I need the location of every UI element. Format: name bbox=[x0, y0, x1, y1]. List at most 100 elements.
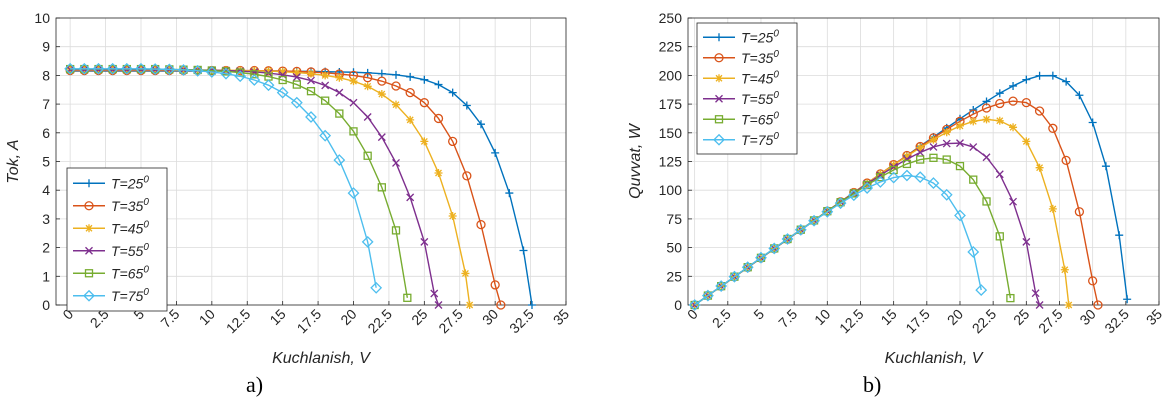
data-point bbox=[823, 207, 832, 216]
data-point bbox=[461, 269, 470, 278]
legend-item: T=250 bbox=[73, 174, 149, 191]
data-point bbox=[448, 212, 457, 221]
data-point bbox=[250, 70, 259, 79]
legend-label: T=250 bbox=[111, 174, 149, 191]
data-point bbox=[969, 117, 978, 126]
x-axis-label: Kuchlanish, V bbox=[272, 350, 371, 367]
data-point bbox=[349, 77, 358, 86]
data-point bbox=[321, 81, 330, 90]
series-line bbox=[694, 174, 982, 306]
legend-marker bbox=[83, 289, 95, 302]
data-point bbox=[465, 301, 474, 309]
x-tick-label: 30 bbox=[1076, 306, 1098, 328]
data-point bbox=[234, 70, 247, 83]
legend-label-base: T=35 bbox=[111, 198, 144, 214]
data-point bbox=[995, 89, 1004, 98]
data-point bbox=[177, 64, 190, 76]
data-point bbox=[363, 73, 373, 83]
data-point bbox=[377, 133, 386, 142]
data-point bbox=[834, 197, 847, 210]
caption-b: b) bbox=[863, 372, 882, 397]
x-tick-label: 7.5 bbox=[775, 306, 800, 331]
data-point bbox=[528, 301, 536, 309]
data-point bbox=[406, 115, 415, 124]
data-point bbox=[1034, 106, 1045, 116]
legend-label-base: T=65 bbox=[741, 111, 774, 127]
x-tick-label: 35 bbox=[1143, 306, 1165, 328]
data-point bbox=[929, 135, 938, 144]
data-point bbox=[377, 69, 386, 78]
data-point bbox=[781, 233, 794, 245]
y-tick-label: 25 bbox=[666, 268, 682, 284]
x-tick-label: 20 bbox=[337, 306, 359, 328]
data-point bbox=[902, 155, 911, 164]
data-point bbox=[916, 148, 925, 157]
data-point bbox=[307, 76, 315, 85]
data-point bbox=[1035, 301, 1044, 309]
legend-item: T=350 bbox=[703, 49, 779, 66]
legend-label-base: T=75 bbox=[111, 288, 144, 304]
data-point bbox=[1021, 97, 1031, 108]
data-point bbox=[403, 293, 412, 302]
data-point bbox=[305, 111, 317, 123]
legend-marker bbox=[714, 115, 724, 124]
data-point bbox=[1009, 123, 1018, 132]
data-point bbox=[876, 172, 885, 182]
y-tick-label: 0 bbox=[674, 297, 682, 313]
data-point bbox=[419, 98, 429, 108]
data-point bbox=[462, 101, 471, 110]
data-point bbox=[1048, 204, 1057, 213]
data-point bbox=[377, 76, 387, 86]
legend-label-base: T=55 bbox=[111, 243, 144, 259]
data-point bbox=[391, 81, 401, 91]
legend-item: T=450 bbox=[703, 69, 779, 86]
data-point bbox=[715, 280, 728, 292]
x-tick-label: 25 bbox=[1010, 306, 1032, 328]
legend-label-sup: 0 bbox=[773, 69, 779, 80]
data-point bbox=[929, 142, 938, 151]
data-point bbox=[955, 161, 965, 171]
y-tick-label: 10 bbox=[34, 10, 50, 26]
legend-label-base: T=25 bbox=[741, 29, 774, 45]
data-point bbox=[861, 182, 874, 194]
data-point bbox=[916, 143, 925, 152]
data-point bbox=[335, 73, 344, 82]
data-point bbox=[349, 127, 358, 136]
data-point bbox=[321, 96, 330, 105]
data-point bbox=[728, 270, 741, 283]
y-tick-label: 8 bbox=[42, 67, 50, 83]
legend-label-sup: 0 bbox=[143, 242, 149, 253]
data-point bbox=[956, 139, 964, 148]
chart-panel-a: 0 1 2 3 4 5 6 7 8 9 10 0 2.5 5 7.5 10 12.5 15 17.5 20 22.5 25… bbox=[0, 0, 580, 401]
legend-label: T=550 bbox=[741, 90, 779, 107]
data-point bbox=[809, 216, 819, 225]
legend-box bbox=[66, 167, 168, 312]
data-point bbox=[1075, 91, 1084, 100]
data-point bbox=[135, 62, 147, 75]
data-point bbox=[889, 165, 898, 175]
chart-panel-b: 0 25 50 75 100 125 150 175 200 225 250 0 2.5 5 7.5 10 12… bbox=[585, 0, 1173, 401]
data-point bbox=[448, 136, 458, 147]
data-point bbox=[149, 63, 162, 76]
data-point bbox=[940, 188, 953, 201]
data-point bbox=[1035, 71, 1044, 80]
x-tick-label: 25 bbox=[408, 306, 430, 328]
data-point bbox=[690, 300, 699, 310]
data-point bbox=[942, 155, 951, 164]
data-point bbox=[1009, 197, 1018, 206]
data-point bbox=[942, 139, 951, 148]
data-point bbox=[1123, 295, 1132, 304]
data-point bbox=[370, 281, 383, 294]
data-point bbox=[847, 189, 860, 202]
data-point bbox=[363, 82, 372, 91]
x-tick-label: 27.5 bbox=[435, 306, 466, 337]
y-tick-label: 225 bbox=[659, 39, 683, 55]
data-point bbox=[1022, 137, 1031, 146]
legend-label-sup: 0 bbox=[143, 174, 149, 185]
data-point bbox=[969, 143, 978, 151]
data-point bbox=[363, 68, 372, 77]
legend-marker bbox=[85, 179, 93, 188]
data-point bbox=[278, 67, 287, 76]
data-point bbox=[433, 113, 444, 124]
data-point bbox=[292, 68, 301, 77]
